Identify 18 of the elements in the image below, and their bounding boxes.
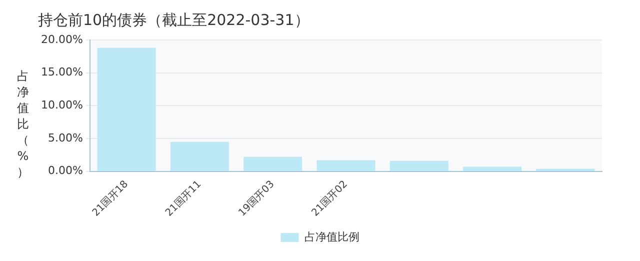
bar xyxy=(463,166,522,171)
y-tick-label: 5.00% xyxy=(48,131,83,144)
chart-title: 持仓前10的债券（截止至2022-03-31） xyxy=(38,10,310,29)
bar xyxy=(97,48,156,171)
y-tick-label: 10.00% xyxy=(40,98,83,112)
legend-label: 占净值比例 xyxy=(304,230,360,244)
bar xyxy=(170,142,229,171)
x-tick-label: 21国开11 xyxy=(164,178,204,219)
x-tick-label: 21国开02 xyxy=(310,178,350,219)
x-tick-label: 19国开03 xyxy=(236,178,277,219)
y-tick-label: 15.00% xyxy=(40,66,83,79)
y-tick-label: 0.00% xyxy=(48,164,83,178)
bar xyxy=(316,160,376,171)
x-tick-label: 21国开18 xyxy=(90,178,130,219)
y-tick-label: 20.00% xyxy=(40,32,83,46)
bar xyxy=(244,156,302,171)
bar xyxy=(390,160,448,171)
y-axis-title: 占净值比（%） xyxy=(16,68,30,180)
